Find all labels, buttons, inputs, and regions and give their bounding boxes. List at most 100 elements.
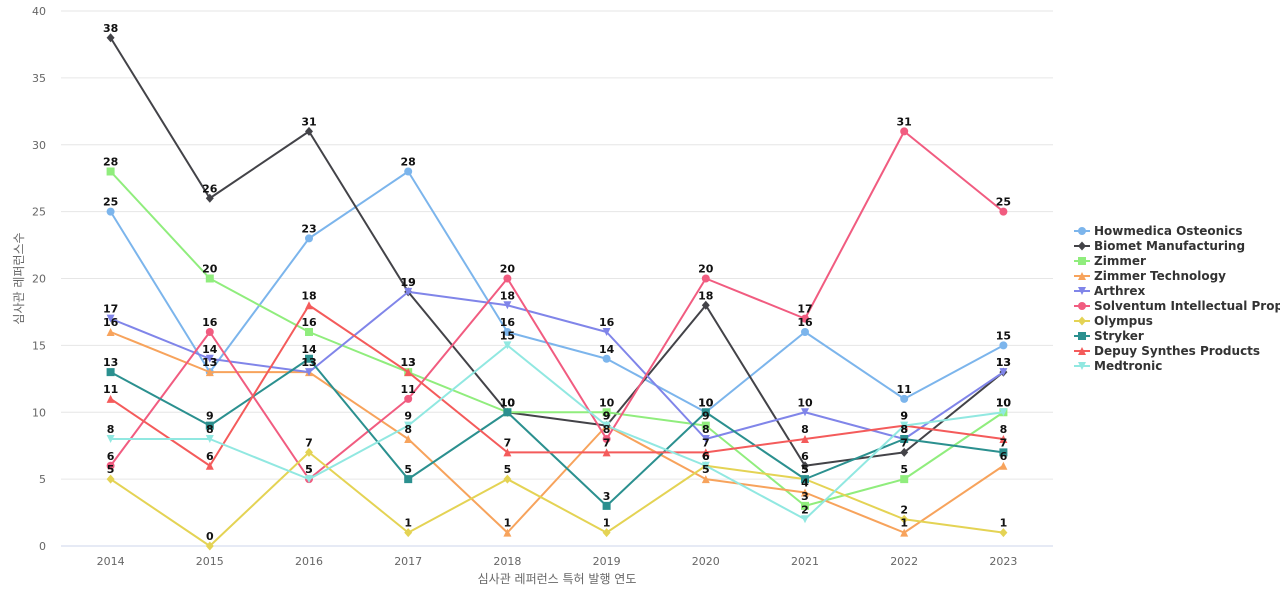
- data-point[interactable]: [701, 300, 710, 310]
- data-point[interactable]: [701, 475, 710, 484]
- data-point[interactable]: [205, 193, 214, 203]
- legend-item[interactable]: Zimmer: [1074, 254, 1146, 268]
- data-point[interactable]: [999, 461, 1008, 470]
- data-point[interactable]: [801, 328, 809, 336]
- data-point[interactable]: [106, 435, 115, 443]
- data-point[interactable]: [404, 287, 413, 296]
- data-point[interactable]: [205, 421, 214, 430]
- data-point[interactable]: [701, 435, 710, 443]
- data-point[interactable]: [999, 435, 1008, 443]
- data-point[interactable]: [602, 328, 611, 336]
- legend-item[interactable]: Olympus: [1074, 314, 1153, 328]
- data-point[interactable]: [900, 394, 909, 403]
- data-point[interactable]: [900, 514, 909, 524]
- data-point[interactable]: [305, 475, 313, 484]
- data-point[interactable]: [701, 448, 710, 457]
- data-point[interactable]: [205, 274, 214, 283]
- legend-item[interactable]: Depuy Synthes Products: [1074, 344, 1260, 358]
- data-point[interactable]: [205, 368, 214, 377]
- data-point[interactable]: [106, 328, 115, 336]
- data-point[interactable]: [106, 167, 115, 176]
- data-point[interactable]: [900, 447, 909, 457]
- data-point[interactable]: [701, 421, 710, 430]
- legend-label: Arthrex: [1094, 284, 1146, 298]
- data-point[interactable]: [404, 435, 413, 443]
- data-point[interactable]: [404, 528, 413, 538]
- data-point[interactable]: [801, 515, 809, 524]
- data-point[interactable]: [305, 447, 313, 457]
- data-point[interactable]: [503, 341, 512, 350]
- data-point[interactable]: [602, 408, 611, 417]
- data-point[interactable]: [503, 328, 512, 336]
- data-point[interactable]: [106, 314, 115, 323]
- data-point[interactable]: [900, 435, 909, 443]
- data-point[interactable]: [305, 354, 313, 363]
- data-point[interactable]: [999, 368, 1008, 377]
- data-point[interactable]: [999, 528, 1008, 538]
- data-point[interactable]: [801, 408, 809, 417]
- data-point[interactable]: [503, 408, 512, 417]
- legend-item[interactable]: Solventum Intellectual Prop...: [1074, 299, 1280, 313]
- data-point[interactable]: [801, 314, 809, 323]
- data-point[interactable]: [801, 475, 809, 484]
- legend-item[interactable]: Zimmer Technology: [1074, 269, 1226, 283]
- data-point[interactable]: [305, 126, 313, 136]
- data-point[interactable]: [106, 368, 115, 377]
- data-point[interactable]: [602, 501, 611, 510]
- data-point[interactable]: [900, 127, 909, 136]
- data-point[interactable]: [801, 501, 809, 510]
- data-point[interactable]: [404, 475, 413, 484]
- data-point[interactable]: [106, 207, 115, 216]
- data-point[interactable]: [106, 394, 115, 403]
- data-point[interactable]: [106, 33, 115, 43]
- data-point[interactable]: [801, 488, 809, 497]
- data-point[interactable]: [602, 528, 611, 538]
- legend-item[interactable]: Biomet Manufacturing: [1074, 239, 1245, 253]
- data-point[interactable]: [305, 368, 313, 377]
- data-point[interactable]: [999, 207, 1008, 216]
- data-point[interactable]: [900, 528, 909, 537]
- data-point[interactable]: [503, 448, 512, 457]
- data-point[interactable]: [900, 421, 909, 430]
- data-label: 2: [900, 503, 908, 516]
- data-point[interactable]: [602, 354, 611, 363]
- data-point[interactable]: [801, 435, 809, 443]
- legend-item[interactable]: Howmedica Osteonics: [1074, 224, 1242, 238]
- data-point[interactable]: [602, 448, 611, 457]
- data-point[interactable]: [205, 435, 214, 443]
- data-point[interactable]: [404, 368, 413, 377]
- data-point[interactable]: [602, 435, 611, 443]
- data-point[interactable]: [503, 301, 512, 310]
- data-point[interactable]: [701, 408, 710, 417]
- data-point[interactable]: [999, 448, 1008, 457]
- data-label: 16: [599, 316, 615, 329]
- data-point[interactable]: [305, 328, 313, 336]
- data-point[interactable]: [106, 474, 115, 484]
- data-point[interactable]: [999, 408, 1008, 417]
- data-point[interactable]: [205, 461, 214, 470]
- data-point[interactable]: [701, 274, 710, 283]
- series-line: [110, 357, 1004, 507]
- data-label: 16: [103, 316, 119, 329]
- data-point[interactable]: [801, 461, 809, 471]
- data-point[interactable]: [602, 421, 611, 430]
- data-point[interactable]: [205, 328, 214, 336]
- legend-item[interactable]: Arthrex: [1074, 284, 1146, 298]
- legend-item[interactable]: Stryker: [1074, 329, 1144, 343]
- data-point[interactable]: [701, 461, 710, 470]
- data-point[interactable]: [106, 461, 115, 470]
- data-label: 31: [301, 115, 316, 128]
- data-point[interactable]: [503, 474, 512, 484]
- legend-item[interactable]: Medtronic: [1074, 359, 1162, 373]
- data-point[interactable]: [999, 341, 1008, 350]
- data-point[interactable]: [900, 475, 909, 484]
- data-point[interactable]: [404, 421, 413, 430]
- data-point[interactable]: [205, 541, 214, 551]
- data-point[interactable]: [404, 167, 413, 176]
- data-point[interactable]: [404, 394, 413, 403]
- data-point[interactable]: [305, 234, 313, 243]
- data-point[interactable]: [305, 301, 313, 310]
- data-point[interactable]: [503, 528, 512, 537]
- data-point[interactable]: [503, 274, 512, 283]
- data-point[interactable]: [205, 354, 214, 363]
